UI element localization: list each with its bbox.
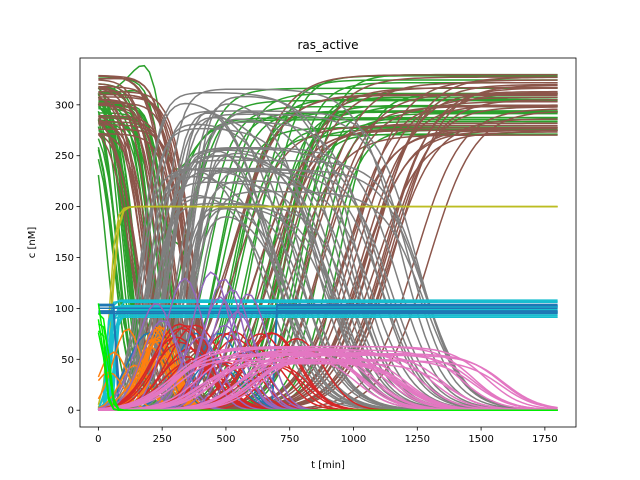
x-tick-label: 0 (95, 434, 101, 445)
x-tick-label: 500 (216, 434, 235, 445)
series-line (97, 306, 558, 410)
series-group (97, 303, 558, 411)
x-tick-label: 1250 (405, 434, 430, 445)
y-tick-label: 250 (55, 151, 74, 162)
y-tick-label: 50 (61, 355, 74, 366)
series-line (98, 301, 558, 411)
x-tick-label: 1750 (532, 434, 557, 445)
y-tick-label: 200 (55, 202, 74, 213)
series-group (97, 205, 558, 409)
x-tick-label: 1500 (468, 434, 493, 445)
x-axis-label: t [min] (311, 460, 345, 471)
plot-frame (79, 57, 577, 428)
series-line (98, 354, 558, 411)
x-tick-label: 750 (280, 434, 299, 445)
series-line (98, 159, 558, 411)
series-line (98, 359, 558, 411)
series-layer (97, 64, 558, 411)
series-line (98, 314, 558, 411)
series-group (98, 345, 558, 411)
axes-layer: 0 250 500 750 1000 1250 1500 1750 0 50 100 150 200 25… (55, 57, 577, 445)
series-line (98, 299, 558, 411)
series-line (98, 345, 558, 411)
x-tick-label: 1000 (341, 434, 366, 445)
series-line (98, 316, 558, 411)
series-line (97, 300, 558, 411)
series-line (97, 205, 558, 409)
chart-title: ras_active (297, 38, 358, 52)
y-tick-label: 150 (55, 253, 74, 264)
y-axis-label: c [nM] (27, 227, 38, 259)
y-tick-label: 300 (55, 100, 74, 111)
x-tick-label: 250 (153, 434, 172, 445)
y-tick-label: 0 (68, 406, 74, 417)
series-line (97, 312, 558, 411)
y-tick-label: 100 (55, 304, 74, 315)
series-line (98, 308, 558, 411)
